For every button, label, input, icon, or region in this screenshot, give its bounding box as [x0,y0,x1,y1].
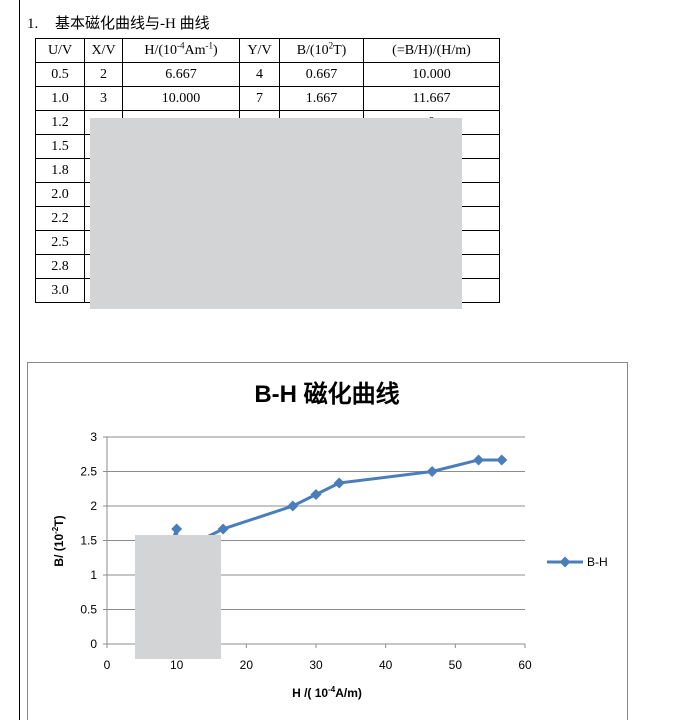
data-point [496,454,508,466]
x-axis-label: H /( 10-4A/m) [292,685,362,700]
table-header-row: U/V X/V H/(10-4Am-1) Y/V B/(102T) (=B/H)… [35,38,500,63]
x-tick-label: 20 [240,658,254,672]
data-point [473,454,485,466]
legend-label: B-H [587,555,608,569]
x-tick-label: 50 [449,658,463,672]
data-point [310,488,322,500]
redaction-block-chart [135,535,221,659]
x-tick-label: 60 [518,658,532,672]
redaction-block-table [90,118,462,309]
data-point [426,466,438,477]
y-tick-label: 2 [90,499,97,513]
y-tick-label: 0 [90,637,97,651]
table-row: 1.0 3 10.000 7 1.667 11.667 [35,86,500,111]
header-b: B/(102T) [279,38,364,63]
cell-x: 3 [84,86,123,111]
section-number: 1. [27,16,39,32]
section-heading: 1. 基本磁化曲线与-H 曲线 [27,14,210,34]
cell-y: 4 [239,62,280,87]
header-h: H/(10-4Am-1) [122,38,240,63]
data-point [333,477,345,489]
cell-u: 1.8 [35,158,85,183]
data-point [171,523,183,535]
cell-h: 10.000 [122,86,240,111]
cell-mu: 11.667 [363,86,500,111]
cell-b: 0.667 [279,62,364,87]
cell-b: 1.667 [279,86,364,111]
x-tick-label: 0 [104,658,111,672]
cell-u: 0.5 [35,62,85,87]
y-axis-label: B/ (10-2T) [51,515,66,566]
cell-u: 1.2 [35,110,85,135]
data-point [217,523,229,535]
header-u: U/V [35,38,85,63]
cell-y: 7 [239,86,280,111]
x-tick-label: 40 [379,658,393,672]
page-left-rule [19,0,20,720]
section-title: 基本磁化曲线与-H 曲线 [55,16,210,32]
y-tick-label: 2.5 [80,465,97,479]
cell-u: 2.0 [35,182,85,207]
cell-u: 3.0 [35,278,85,303]
chart-title: B-H 磁化曲线 [254,380,399,408]
data-point [287,500,299,512]
table-row: 0.5 2 6.667 4 0.667 10.000 [35,62,500,87]
x-tick-label: 10 [170,658,184,672]
header-y: Y/V [239,38,280,63]
cell-h: 6.667 [122,62,240,87]
cell-u: 2.5 [35,230,85,255]
cell-x: 2 [84,62,123,87]
y-tick-label: 1.5 [80,534,97,548]
legend-marker [559,556,571,568]
y-tick-label: 1 [90,568,97,582]
cell-u: 2.8 [35,254,85,279]
cell-u: 1.5 [35,134,85,159]
header-mu: (=B/H)/(H/m) [363,38,500,63]
y-tick-label: 3 [90,430,97,444]
cell-mu: 10.000 [363,62,500,87]
y-tick-label: 0.5 [80,603,97,617]
x-tick-label: 30 [309,658,323,672]
header-x: X/V [84,38,123,63]
cell-u: 1.0 [35,86,85,111]
cell-u: 2.2 [35,206,85,231]
